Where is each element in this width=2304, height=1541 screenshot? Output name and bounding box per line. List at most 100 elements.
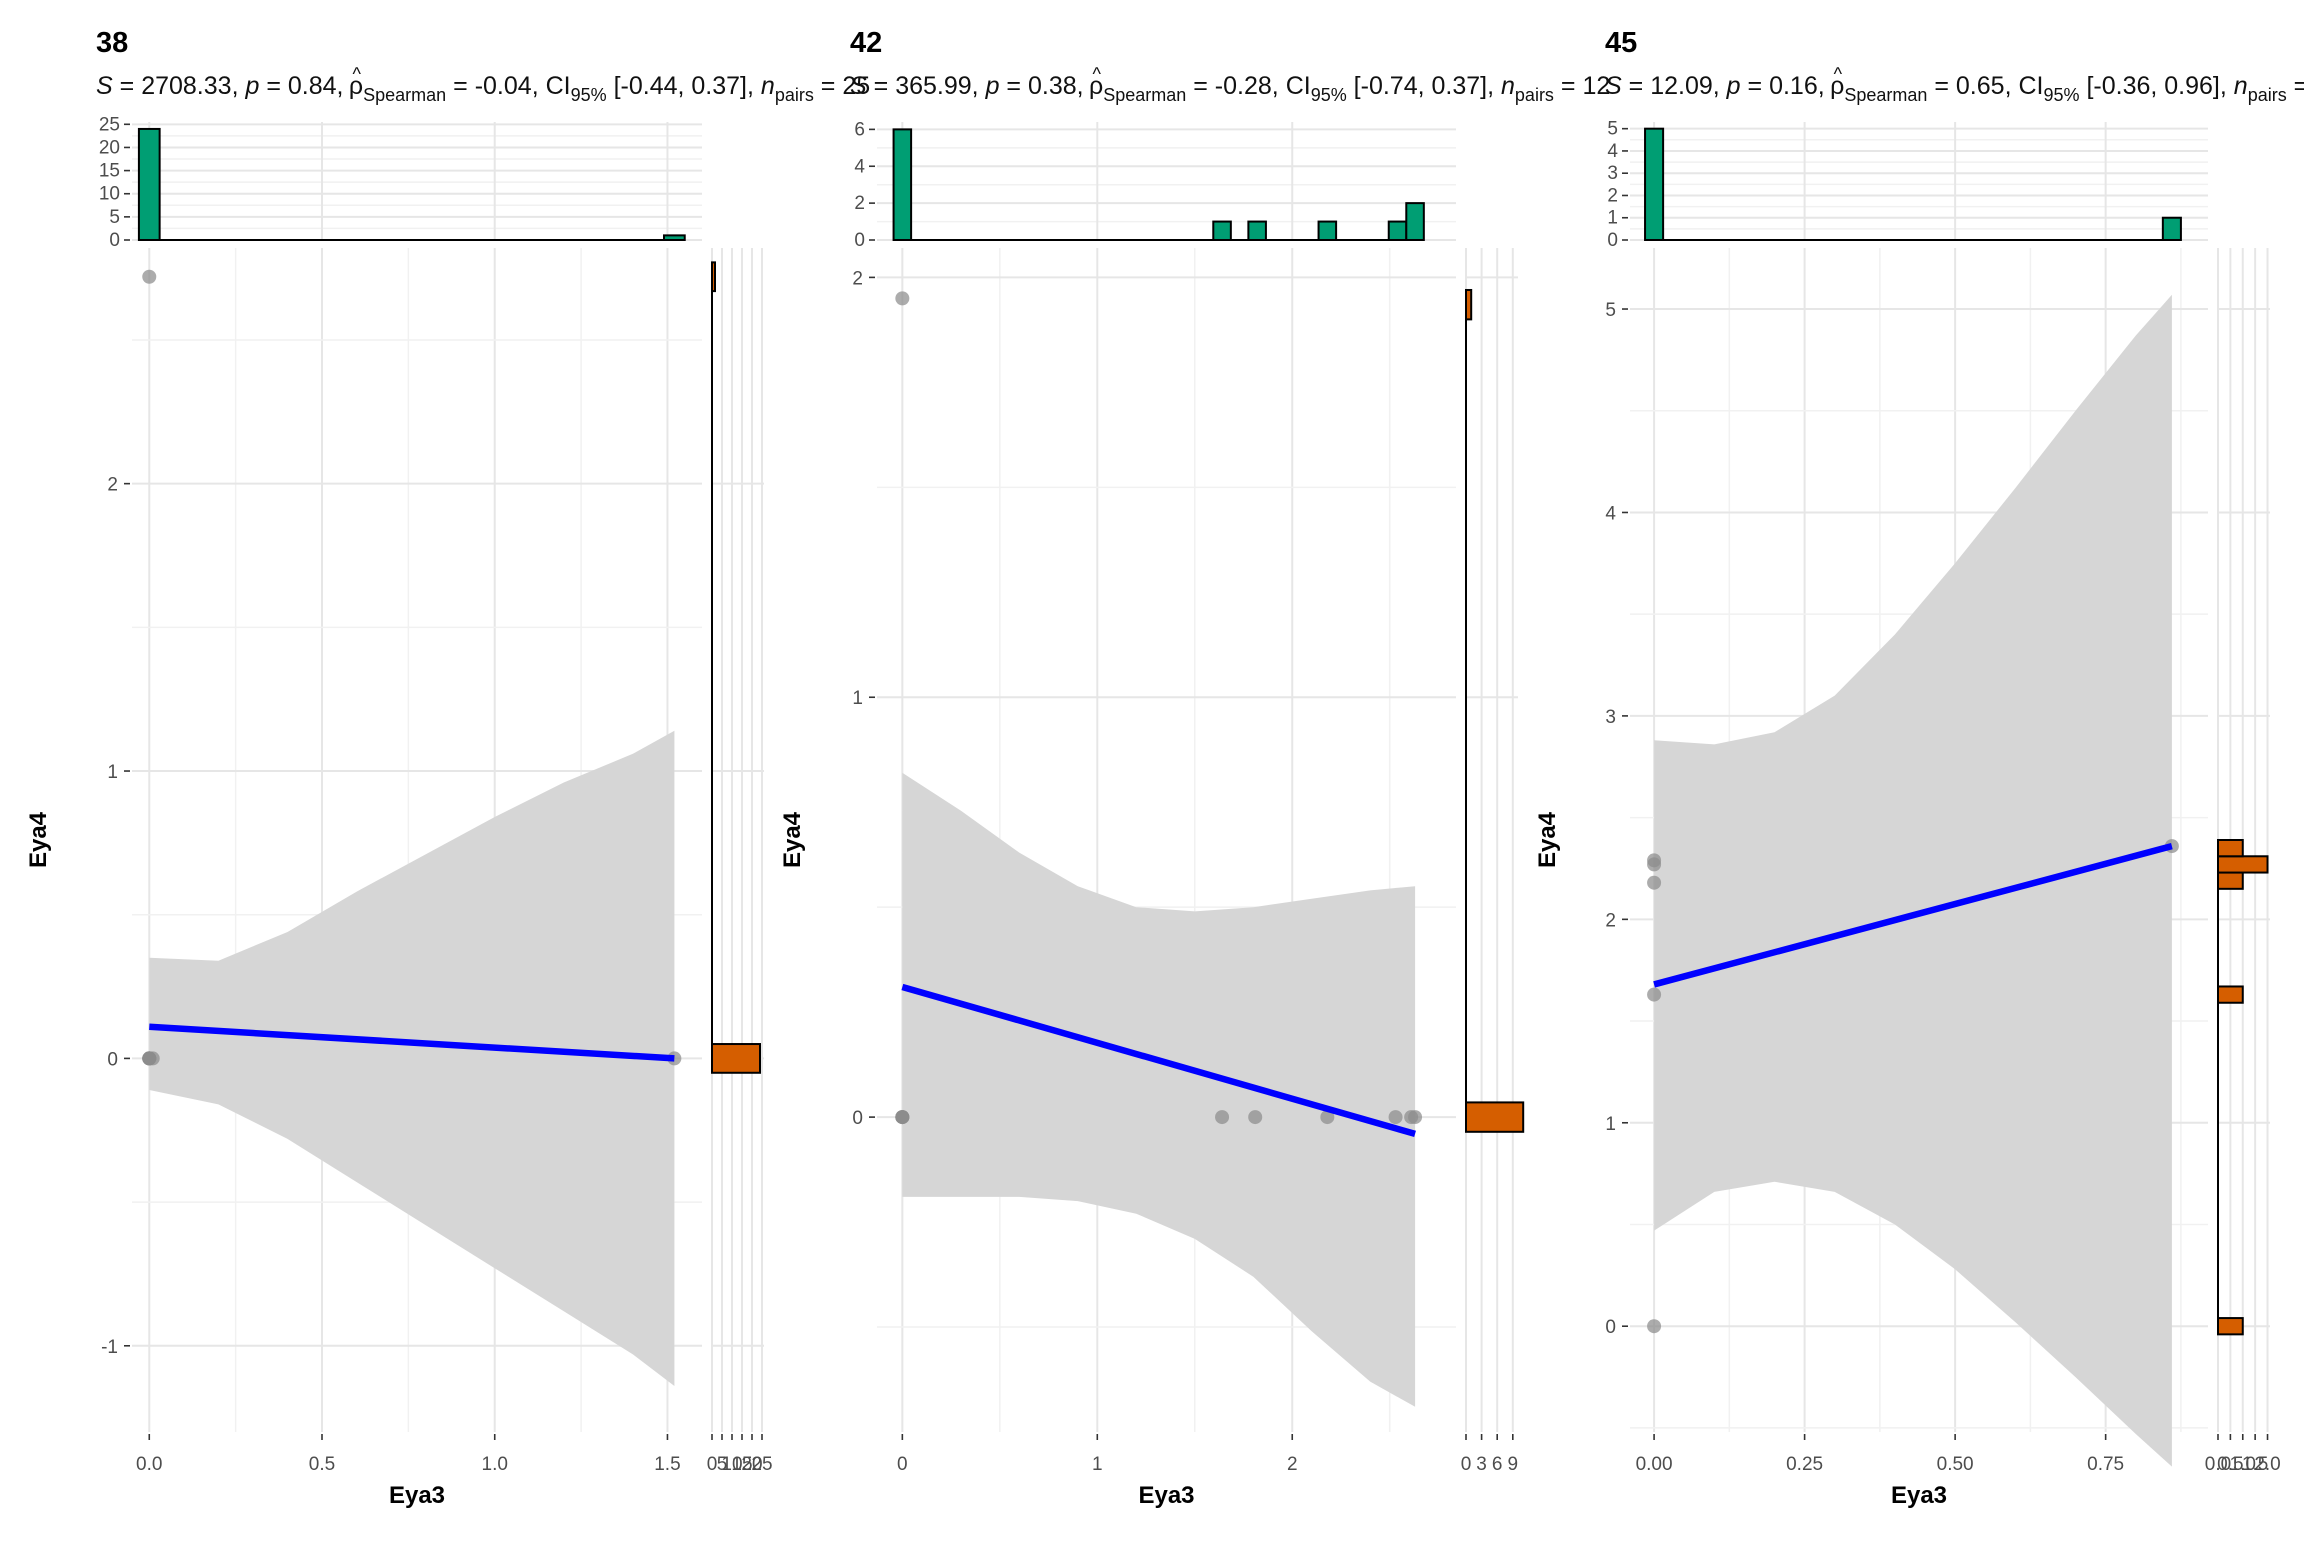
y-tick-label: 2 <box>107 475 118 496</box>
top-hist-bar <box>137 127 161 241</box>
rhist-x-tick-label: 9 <box>1508 1454 1519 1475</box>
stat-s-symbol: S <box>96 72 113 100</box>
x-tick-label: 1.5 <box>654 1454 680 1475</box>
stat-ci-value: [-0.44, 0.37] <box>614 72 747 100</box>
x-axis-label: Eya3 <box>1138 1482 1194 1509</box>
data-point <box>1647 1319 1662 1334</box>
stat-n-sub: pairs <box>1515 85 1554 105</box>
hist-y-tick-label: 2 <box>854 193 865 214</box>
stats-subtitle: S = 2708.33, p = 0.84, ^ρSpearman = -0.0… <box>96 64 870 105</box>
right-hist-bar <box>711 1043 761 1074</box>
rhist-x-tick-label: 1.0 <box>2230 1454 2256 1475</box>
y-tick-label: 3 <box>1605 707 1616 728</box>
stat-p-symbol: p <box>244 72 259 100</box>
y-tick-label: 0 <box>852 1108 863 1129</box>
stat-p-value: 0.16 <box>1769 72 1818 100</box>
stats-subtitle: S = 12.09, p = 0.16, ^ρSpearman = 0.65, … <box>1605 64 2304 105</box>
stat-n-symbol: n <box>2234 72 2248 100</box>
stat-rho-symbol: ρ <box>349 72 363 100</box>
subtitle-punctuation <box>607 72 614 100</box>
x-tick-label: 0.75 <box>2087 1454 2124 1475</box>
data-point <box>895 1110 910 1125</box>
rhist-x-tick-label: 0.5 <box>2217 1454 2243 1475</box>
stat-s-symbol: S <box>1605 72 1622 100</box>
x-axis-label: Eya3 <box>389 1482 445 1509</box>
rhist-x-tick-label: 0.0 <box>2205 1454 2231 1475</box>
confidence-band <box>1654 294 2172 1467</box>
hist-y-tick-label: 5 <box>109 207 120 228</box>
rhist-x-tick-label: 1.5 <box>2242 1454 2268 1475</box>
x-tick-label: 0.00 <box>1636 1454 1673 1475</box>
subtitle-punctuation: , <box>1713 72 1727 100</box>
hist-y-tick-label: 2 <box>1607 185 1618 206</box>
scatter-points <box>895 291 1423 1125</box>
rhist-x-tick-label: 2.0 <box>2254 1454 2280 1475</box>
data-point <box>1647 875 1662 890</box>
stat-n-symbol: n <box>1501 72 1515 100</box>
hist-y-tick-label: 20 <box>99 137 120 158</box>
hist-y-tick-label: 3 <box>1607 163 1618 184</box>
stat-s-value: 365.99 <box>895 72 971 100</box>
y-tick-label: 1 <box>852 688 863 709</box>
stat-rho-symbol: ρ <box>1089 72 1103 100</box>
subtitle-punctuation: , <box>747 72 761 100</box>
panel-title: 42 <box>850 27 882 59</box>
top-hist-bar <box>1247 220 1267 241</box>
subtitle-punctuation: , <box>337 72 351 100</box>
top-hist-bar <box>1212 220 1232 241</box>
x-tick-label: 0 <box>897 1454 908 1475</box>
top-hist-bar <box>1644 127 1665 241</box>
top-hist-bar <box>663 234 686 241</box>
y-axis-label: Eya4 <box>25 811 52 868</box>
data-point <box>145 1051 160 1066</box>
stat-s-symbol: S <box>850 72 867 100</box>
stat-rho-sub: Spearman <box>1844 85 1927 105</box>
hist-y-tick-label: 25 <box>99 114 120 135</box>
hist-y-tick-label: 15 <box>99 161 120 182</box>
subtitle-punctuation: = <box>867 72 896 100</box>
hist-y-tick-label: 4 <box>1607 141 1618 162</box>
right-hist-bar <box>2217 1317 2244 1336</box>
y-axis-label: Eya4 <box>1534 811 1561 868</box>
data-point <box>1647 987 1662 1002</box>
y-tick-label: 1 <box>107 762 118 783</box>
top-hist-bar <box>1405 202 1425 241</box>
stat-n-sub: pairs <box>775 85 814 105</box>
panel-45: 45S = 12.09, p = 0.16, ^ρSpearman = 0.65… <box>1534 27 2304 1509</box>
subtitle-punctuation: , <box>1272 72 1286 100</box>
subtitle-punctuation: = <box>1554 72 1583 100</box>
stat-n-sub: pairs <box>2248 85 2287 105</box>
hist-y-tick-label: 10 <box>99 184 120 205</box>
stat-p-value: 0.84 <box>288 72 337 100</box>
hist-y-tick-label: 5 <box>1607 119 1618 140</box>
subtitle-punctuation: = <box>1186 72 1215 100</box>
y-tick-label: 2 <box>852 268 863 289</box>
stat-ci-symbol: CI <box>546 72 571 100</box>
stat-n-value: 12 <box>1582 72 1610 100</box>
scatter-points <box>142 269 682 1066</box>
stat-rho-sub: Spearman <box>363 85 446 105</box>
regression-line <box>149 1023 675 1062</box>
stat-rho-value: 0.65 <box>1956 72 2005 100</box>
hist-y-tick-label: 6 <box>854 119 865 140</box>
x-tick-label: 2 <box>1287 1454 1298 1475</box>
stat-rho-value: -0.04 <box>475 72 532 100</box>
x-tick-label: 1 <box>1092 1454 1103 1475</box>
top-histogram: 0 2 4 6 <box>854 119 1456 251</box>
top-hist-bar <box>2161 216 2182 242</box>
top-hist-bar <box>1387 220 1408 241</box>
y-tick-label: 0 <box>107 1049 118 1070</box>
panel-title: 38 <box>96 27 128 59</box>
stat-p-value: 0.38 <box>1028 72 1077 100</box>
panel-38: 38 S = 2708.33, p = 0.84, ^ρSpearman = -0… <box>25 27 870 1509</box>
stat-ci-sub: 95% <box>571 85 607 105</box>
right-hist-bar <box>2217 871 2244 890</box>
y-axis-label: Eya4 <box>779 811 806 868</box>
rhist-x-tick-label: 15 <box>731 1454 752 1475</box>
y-tick-label: 4 <box>1605 503 1616 524</box>
x-axis-label: Eya3 <box>1891 1482 1947 1509</box>
hist-y-tick-label: 0 <box>1607 230 1618 251</box>
subtitle-punctuation: , <box>232 72 246 100</box>
